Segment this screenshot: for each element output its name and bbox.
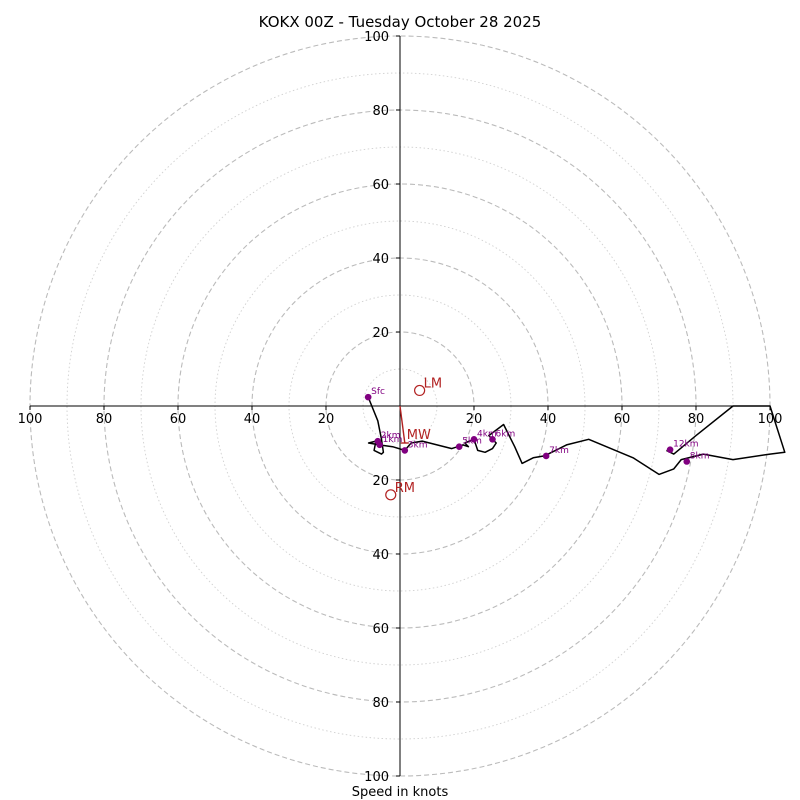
- hodograph-trace: [367, 396, 786, 476]
- hodograph-trace-layer: [367, 396, 786, 476]
- height-marker-7km: [542, 452, 550, 460]
- height-label-2km: 2km: [381, 431, 401, 441]
- x-tick-label: 20: [466, 412, 483, 427]
- chart-title: KOKX 00Z - Tuesday October 28 2025: [259, 13, 542, 31]
- height-marker-2km: [374, 437, 382, 445]
- height-label-7km: 7km: [549, 446, 569, 456]
- y-tick-label: 20: [372, 326, 389, 341]
- height-marker-sfc: [364, 393, 372, 401]
- height-marker-12km: [666, 446, 674, 453]
- y-tick-label: 20: [372, 474, 389, 489]
- height-label-3km: 3km: [408, 440, 428, 450]
- x-tick-label: 40: [540, 412, 557, 427]
- y-tick-label: 80: [372, 696, 389, 711]
- mean-wind-vector: [399, 405, 406, 444]
- height-marker-4km: [470, 436, 478, 443]
- storm-motion-layer: MW LM RM: [385, 376, 442, 501]
- height-label-8km: 8km: [690, 452, 710, 462]
- lm-storm-motion-marker: [414, 384, 426, 397]
- height-marker-5km: [455, 443, 463, 451]
- y-tick-label: 80: [372, 104, 389, 119]
- y-tick-label: 60: [372, 622, 389, 637]
- y-tick-label: 100: [364, 770, 389, 785]
- height-label-sfc: Sfc: [371, 387, 385, 397]
- height-label-12km: 12km: [673, 440, 698, 450]
- mean-wind-label: MW: [407, 428, 431, 443]
- y-tick-label: 100: [364, 30, 389, 45]
- y-tick-label: 40: [372, 252, 389, 267]
- axis-ticks: 100 80 60 40 20 20 40 60 80 100 100 80 60 40 20 20 40 60 8…: [18, 30, 783, 785]
- rm-storm-motion-label: RM: [395, 481, 415, 496]
- height-marker-8km: [683, 458, 691, 465]
- x-axis-label: Speed in knots: [352, 785, 449, 800]
- height-marker-6km: [489, 436, 496, 443]
- x-tick-label: 80: [96, 412, 113, 427]
- rm-storm-motion-marker: [385, 489, 397, 501]
- x-tick-label: 100: [18, 412, 43, 427]
- x-tick-label: 20: [318, 412, 335, 427]
- height-label-5km: 5km: [462, 437, 482, 447]
- height-label-1km: 1km: [383, 435, 403, 445]
- y-tick-label: 40: [372, 548, 389, 563]
- y-tick-label: 60: [372, 178, 389, 193]
- height-label-6km: 6km: [496, 429, 516, 439]
- lm-storm-motion-label: LM: [424, 376, 442, 391]
- height-marker-3km: [401, 447, 409, 454]
- x-tick-label: 60: [170, 412, 187, 427]
- height-label-4km: 4km: [477, 429, 497, 439]
- x-tick-label: 40: [244, 412, 261, 427]
- x-tick-label: 80: [688, 412, 705, 427]
- x-tick-label: 100: [758, 412, 783, 427]
- x-tick-label: 60: [614, 412, 631, 427]
